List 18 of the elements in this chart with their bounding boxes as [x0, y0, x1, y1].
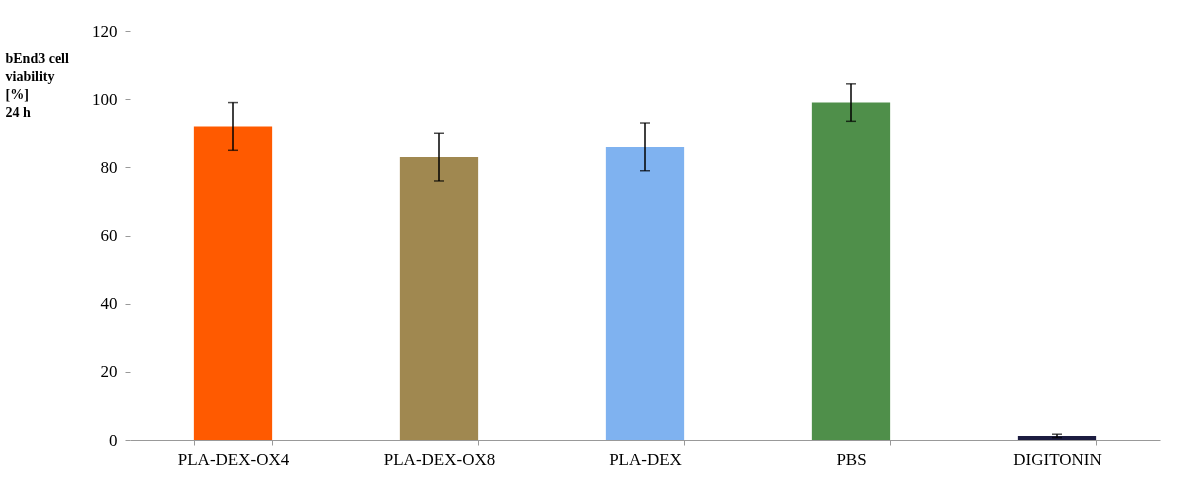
- y-tick-label: 20: [100, 362, 118, 382]
- y-tick-label: 100: [92, 89, 118, 109]
- y-tick-label: 80: [100, 157, 118, 177]
- x-tick-label: PLA-DEX: [609, 449, 682, 469]
- bar: [193, 126, 273, 440]
- bar: [811, 102, 891, 440]
- x-tick-label: DIGITONIN: [1013, 449, 1102, 469]
- y-tick-label: 120: [92, 21, 118, 41]
- y-tick-label: 0: [109, 430, 118, 450]
- y-axis-title: bEnd3 cell viability [%] 24 h: [5, 50, 70, 120]
- y-tick-label: 40: [100, 294, 118, 314]
- x-tick-label: PBS: [836, 449, 867, 469]
- x-tick-label: PLA-DEX-OX8: [383, 449, 496, 469]
- bar: [605, 146, 685, 440]
- y-tick-label: 60: [100, 226, 118, 245]
- bar: [1017, 435, 1097, 440]
- bar: [399, 157, 479, 440]
- x-tick-label: PLA-DEX-OX4: [177, 449, 290, 469]
